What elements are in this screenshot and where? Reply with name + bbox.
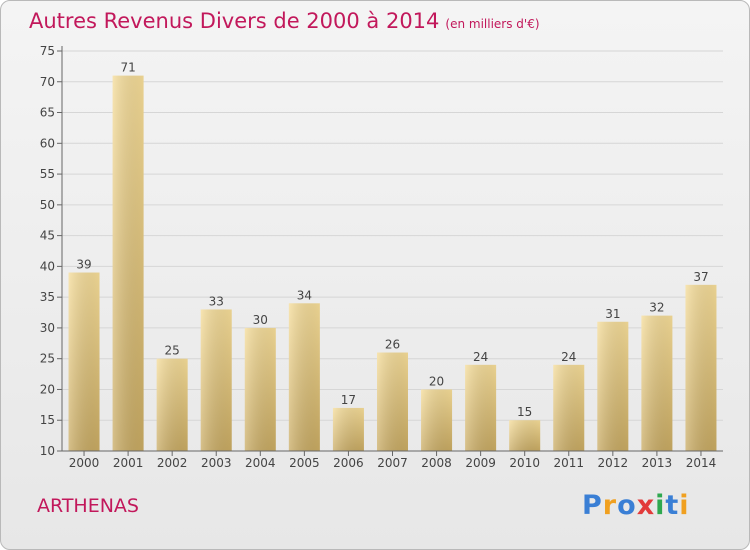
chart-title: Autres Revenus Divers de 2000 à 2014 (en … <box>29 9 540 33</box>
data-label: 34 <box>297 288 312 302</box>
x-tick-label: 2007 <box>377 456 408 470</box>
bar-shade <box>597 321 629 451</box>
logo-letter: i <box>679 490 690 521</box>
title-unit: (en milliers d'€) <box>445 17 540 31</box>
data-label: 39 <box>76 258 91 272</box>
data-label: 26 <box>385 338 400 352</box>
x-tick-label: 2005 <box>289 456 320 470</box>
data-label: 31 <box>605 307 620 321</box>
bar-shade <box>68 272 100 451</box>
y-tick-label: 35 <box>40 290 55 304</box>
x-tick-label: 2010 <box>509 456 540 470</box>
logo-letter: x <box>636 490 656 521</box>
x-tick-label: 2006 <box>333 456 364 470</box>
x-tick-label: 2011 <box>553 456 584 470</box>
bar-shade <box>377 352 408 451</box>
data-label: 17 <box>341 393 356 407</box>
data-label: 33 <box>209 294 224 308</box>
y-tick-label: 65 <box>40 106 55 120</box>
y-tick-label: 50 <box>40 198 55 212</box>
bar-shade <box>641 315 673 451</box>
bar-shade <box>509 420 541 451</box>
x-tick-label: 2008 <box>421 456 452 470</box>
data-label: 32 <box>649 301 664 315</box>
data-label: 24 <box>561 350 576 364</box>
y-tick-label: 25 <box>40 352 55 366</box>
bar-shade <box>332 407 364 451</box>
bar-shade <box>465 364 497 451</box>
data-label: 15 <box>517 405 532 419</box>
data-label: 71 <box>120 61 135 75</box>
y-tick-label: 55 <box>40 167 55 181</box>
proxiti-logo: Proxiti <box>582 490 690 521</box>
bar-shade <box>288 303 320 451</box>
x-tick-label: 2014 <box>686 456 717 470</box>
y-tick-label: 40 <box>40 259 55 273</box>
x-tick-label: 2002 <box>157 456 188 470</box>
logo-letter: P <box>582 490 603 521</box>
logo-letter: o <box>617 490 637 521</box>
y-tick-label: 70 <box>40 75 55 89</box>
place-name: ARTHENAS <box>37 495 139 517</box>
y-tick-label: 30 <box>40 321 55 335</box>
y-tick-label: 20 <box>40 382 55 396</box>
x-tick-label: 2012 <box>598 456 629 470</box>
y-tick-label: 45 <box>40 229 55 243</box>
x-tick-label: 2009 <box>465 456 496 470</box>
data-label: 25 <box>165 344 180 358</box>
title-main: Autres Revenus Divers de 2000 à 2014 <box>29 9 440 33</box>
data-label: 37 <box>693 270 708 284</box>
bar-shade <box>553 364 585 451</box>
x-tick-label: 2013 <box>642 456 673 470</box>
bar-shade <box>421 389 453 451</box>
x-tick-label: 2001 <box>113 456 144 470</box>
bar-shade <box>112 75 144 451</box>
data-label: 20 <box>429 374 444 388</box>
bar-shade <box>200 309 232 451</box>
x-tick-label: 2004 <box>245 456 276 470</box>
x-tick-label: 2000 <box>69 456 100 470</box>
logo-letter: r <box>602 490 618 521</box>
y-tick-label: 75 <box>40 44 55 58</box>
bar-shade <box>156 358 188 451</box>
data-label: 30 <box>253 313 268 327</box>
y-tick-label: 60 <box>40 136 55 150</box>
logo-letter: i <box>655 490 666 521</box>
data-label: 24 <box>473 350 488 364</box>
bar-shade <box>244 327 276 451</box>
x-tick-label: 2003 <box>201 456 232 470</box>
y-tick-label: 15 <box>40 413 55 427</box>
bar-shade <box>685 284 717 451</box>
y-tick-label: 10 <box>40 444 55 458</box>
logo-letter: t <box>665 490 680 521</box>
